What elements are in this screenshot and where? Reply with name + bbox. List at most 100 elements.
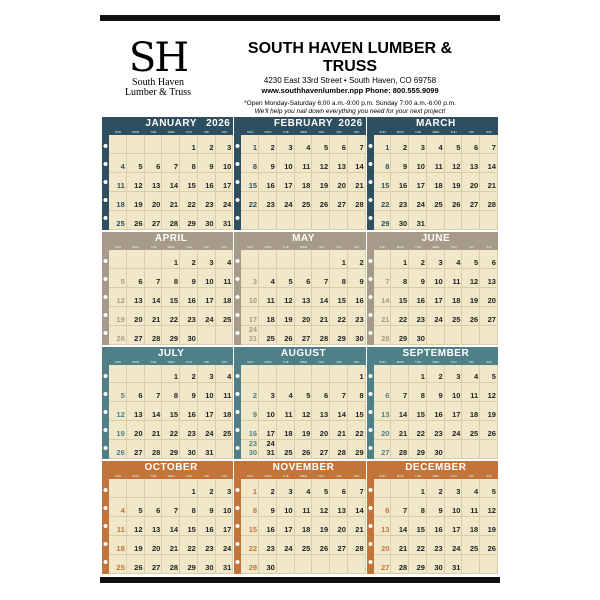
day-number: 25 <box>116 218 125 228</box>
weekday-label: WED <box>167 359 175 364</box>
day-cell: 25 <box>215 421 234 441</box>
month-header: JANUARY 2026 <box>109 117 234 130</box>
day-cell: 3 <box>259 383 277 403</box>
day-number: 25 <box>469 429 479 439</box>
day-cell: 20 <box>144 536 163 556</box>
day-number: 18 <box>469 525 479 535</box>
weekday-label: MON <box>264 359 272 364</box>
business-header: SOUTH HAVEN LUMBER & TRUSS 4230 East 33r… <box>220 40 480 116</box>
day-cell: 25 <box>444 306 463 326</box>
day-number: 2 <box>252 391 258 401</box>
day-cell: 23 <box>259 536 277 556</box>
day-number: 25 <box>116 563 125 573</box>
day-number: 12 <box>487 506 496 516</box>
day-number: 24 <box>222 199 232 209</box>
weekday-label: FRI <box>336 244 342 249</box>
day-number: 15 <box>381 180 390 190</box>
day-cell: 20 <box>330 172 348 192</box>
day-number: 20 <box>151 199 161 209</box>
day-cell: 24 <box>444 536 463 556</box>
weekday-label: SAT <box>221 130 228 134</box>
weekday-label: MON <box>396 130 404 134</box>
day-number: 30 <box>434 448 443 458</box>
day-cell: 5 <box>444 135 463 154</box>
day-cell: 11 <box>276 402 295 422</box>
month-january: JANUARY 2026 SUN MON TUE WED THU FRI SAT 1 2 3 4 5 6 7 8… <box>102 117 234 230</box>
day-cell: 13 <box>330 498 348 518</box>
weekday-label: TUE <box>150 244 157 249</box>
day-number: 7 <box>359 142 364 152</box>
day-number: 5 <box>323 487 329 497</box>
day-number: 7 <box>359 487 364 497</box>
day-cell: 19 <box>462 287 481 307</box>
day-number: 5 <box>138 506 143 516</box>
day-cell: 27 <box>462 191 481 211</box>
day-cell: 17 <box>409 172 427 192</box>
week-row: 23 30 24 31 25 26 27 28 29 <box>241 440 366 460</box>
day-number: 12 <box>134 180 143 190</box>
week-row: 14 15 16 17 18 19 20 <box>373 287 498 307</box>
day-number: 30 <box>205 218 214 228</box>
day-number: 5 <box>491 372 496 382</box>
day-cell: 21 <box>312 306 331 326</box>
month-october: OCTOBER SUN MON TUE WED THU FRI SAT 1 2 3 4 5 6 7 8 9 10 1… <box>102 461 234 575</box>
day-number: 16 <box>248 429 258 439</box>
month-year: 2026 <box>338 118 363 129</box>
week-row: 22 23 24 25 26 27 28 <box>373 191 498 211</box>
day-cell: 27 <box>144 555 163 575</box>
day-number: 27 <box>302 333 311 343</box>
day-number: 29 <box>416 563 425 573</box>
weekday-label: FRI <box>468 359 474 364</box>
day-number: 20 <box>151 544 161 554</box>
day-cell: 12 <box>109 402 127 422</box>
weekday-label: FRI <box>204 130 210 134</box>
day-cell: 26 <box>312 536 331 556</box>
day-cell: 17 <box>276 517 295 537</box>
day-cell: 8 <box>391 268 410 288</box>
day-number: 28 <box>355 199 364 209</box>
day-cell: 4 <box>259 268 277 288</box>
day-number: 16 <box>355 295 364 305</box>
day-cell: 8 <box>409 383 427 403</box>
day-cell: 13 <box>373 517 392 537</box>
week-row: 11 12 13 14 15 16 17 <box>109 172 234 192</box>
day-cell: 3 <box>215 479 234 499</box>
day-number: 23 <box>355 314 364 324</box>
day-cell <box>312 210 331 230</box>
day-number: 2 <box>209 142 214 152</box>
week-row: 9 10 11 12 13 14 15 <box>241 402 366 422</box>
day-cell: 23 <box>180 306 198 326</box>
day-number: 30 <box>434 563 443 573</box>
day-number: 21 <box>169 544 179 554</box>
day-cell: 28 <box>347 536 366 556</box>
day-cell: 21 <box>162 191 181 211</box>
day-cell: 22 <box>162 306 181 326</box>
day-cell: 14 <box>312 287 331 307</box>
day-number: 9 <box>438 391 443 401</box>
day-number: 24 <box>452 429 461 439</box>
day-cell <box>276 364 295 384</box>
day-number: 24 <box>416 199 425 209</box>
day-cell: 20 <box>462 172 481 192</box>
month-header: APRIL <box>109 231 234 245</box>
day-cell: 18 <box>109 191 127 211</box>
weekday-label: SUN <box>379 130 386 134</box>
day-cell: 2 <box>180 364 198 384</box>
day-cell: 10 <box>259 402 277 422</box>
day-number: 31 <box>222 563 232 573</box>
day-cell: 2 <box>409 249 427 269</box>
day-cell: 26 <box>444 191 463 211</box>
day-cell: 25 <box>294 191 313 211</box>
month-header: MAY <box>241 231 366 245</box>
day-number: 2 <box>191 257 196 267</box>
day-number: 23 <box>398 199 408 209</box>
day-cell: 16 <box>241 421 260 441</box>
month-header: SEPTEMBER <box>373 346 498 360</box>
month-november: NOVEMBER SUN MON TUE WED THU FRI SAT 1 2 3 4 5 6 7 8 9 10… <box>234 461 366 575</box>
day-number: 22 <box>248 199 258 209</box>
day-cell <box>462 440 481 460</box>
day-cell: 8 <box>330 268 348 288</box>
day-cell: 19 <box>109 421 127 441</box>
day-cell: 29 <box>180 210 198 230</box>
day-number: 17 <box>205 410 214 420</box>
